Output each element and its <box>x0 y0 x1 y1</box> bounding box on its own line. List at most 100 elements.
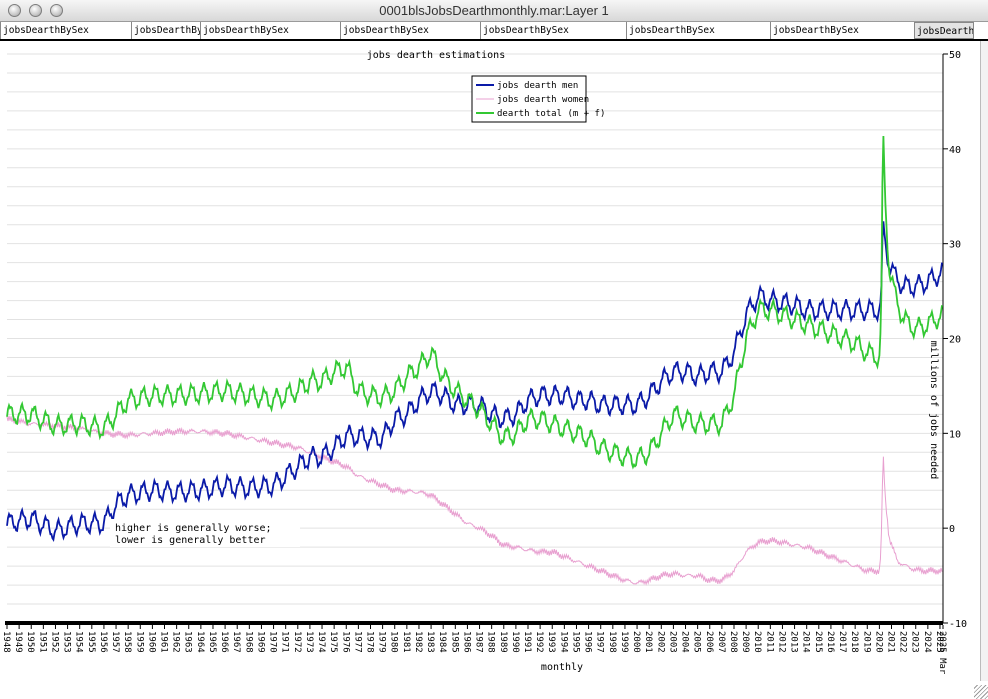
x-tick-label: 1961 <box>159 631 169 653</box>
annotation-line-1: higher is generally worse; <box>115 523 272 534</box>
x-tick-label: 1956 <box>98 631 108 653</box>
x-tick-label: 1971 <box>280 631 290 653</box>
x-tick-label: 1968 <box>243 631 253 653</box>
x-tick-label: 2005 <box>692 631 702 653</box>
x-tick-label: 1986 <box>461 631 471 653</box>
x-axis-line <box>5 621 943 625</box>
x-tick-label: 2006 <box>704 631 714 653</box>
x-tick-label: 1973 <box>304 631 314 653</box>
chart-legend: jobs dearth men jobs dearth women dearth t… <box>471 75 605 123</box>
y-tick-label: 40 <box>949 145 961 156</box>
window-titlebar: 0001blsJobsDearthmonthly.mar:Layer 1 <box>0 0 988 22</box>
x-tick-label: 1958 <box>122 631 132 653</box>
legend-entry: jobs dearth women <box>497 95 589 105</box>
y-tick-label: 30 <box>949 240 961 251</box>
x-tick-label: 1987 <box>474 631 484 653</box>
annotation-background <box>110 519 300 547</box>
x-tick-label: 2004 <box>680 631 690 653</box>
x-tick-label: 1975 <box>328 631 338 653</box>
x-tick-label: 2013 <box>789 631 799 653</box>
x-tick-label: 1991 <box>522 631 532 653</box>
x-tick-label: 2015 <box>813 631 823 653</box>
x-tick-label: 1949 <box>13 631 23 653</box>
chart-series <box>6 135 943 586</box>
x-tick-label: 2016 <box>825 631 835 653</box>
x-tick-label: 2025 Mar <box>937 631 947 675</box>
x-tick-label: 2002 <box>655 631 665 653</box>
annotation: higher is generally worse; lower is gene… <box>110 519 300 547</box>
x-tick-label: 2024 <box>922 631 932 653</box>
x-axis-label: monthly <box>541 662 583 673</box>
legend-entry: jobs dearth men <box>497 81 578 91</box>
y-axis-label: millions of jobs needed <box>928 341 939 479</box>
tab-jobs-dearth-by-sex-5[interactable]: jobsDearthBySex <box>626 22 770 39</box>
x-tick-label: 1997 <box>595 631 605 653</box>
tab-bar: jobsDearthBySex jobsDearthBy jobsDearthB… <box>0 22 988 41</box>
x-tick-label: 2014 <box>801 631 811 653</box>
x-tick-label: 1985 <box>449 631 459 653</box>
zoom-window-button[interactable] <box>50 4 63 17</box>
x-tick-label: 1994 <box>558 631 568 653</box>
tab-jobs-dearth-by[interactable]: jobsDearthBy <box>131 22 200 39</box>
minimize-window-button[interactable] <box>29 4 42 17</box>
x-tick-label: 1988 <box>486 631 496 653</box>
x-tick-label: 2008 <box>728 631 738 653</box>
vertical-scrollbar[interactable] <box>980 41 988 681</box>
tab-jobs-dearth-by-sex-1[interactable]: jobsDearthBySex <box>0 22 131 39</box>
x-tick-label: 1967 <box>231 631 241 653</box>
x-tick-label: 1951 <box>37 631 47 653</box>
x-tick-label: 2019 <box>861 631 871 653</box>
window-title: 0001blsJobsDearthmonthly.mar:Layer 1 <box>379 3 609 18</box>
tab-jobs-dearth-b-active[interactable]: jobsDearthB <box>914 22 974 39</box>
y-tick-label: 10 <box>949 429 961 440</box>
annotation-line-2: lower is generally better <box>115 535 266 546</box>
tab-jobs-dearth-by-sex-2[interactable]: jobsDearthBySex <box>200 22 340 39</box>
x-tick-label: 2018 <box>849 631 859 653</box>
x-tick-label: 2010 <box>752 631 762 653</box>
y-tick-label: 50 <box>949 50 961 61</box>
x-tick-label: 2000 <box>631 631 641 653</box>
x-tick-label: 1979 <box>377 631 387 653</box>
chart-grid <box>7 53 943 624</box>
series-line-men <box>6 221 943 542</box>
x-tick-label: 1950 <box>25 631 35 653</box>
tab-jobs-dearth-by-sex-3[interactable]: jobsDearthBySex <box>340 22 480 39</box>
series-line-women <box>6 415 943 586</box>
x-tick-label: 1953 <box>62 631 72 653</box>
y-tick-label: 0 <box>949 524 955 535</box>
x-tick-label: 1948 <box>1 631 11 653</box>
x-tick-label: 2001 <box>643 631 653 653</box>
x-tick-label: 2021 <box>886 631 896 653</box>
close-window-button[interactable] <box>8 4 21 17</box>
x-tick-label: 1992 <box>534 631 544 653</box>
tab-jobs-dearth-by-sex-4[interactable]: jobsDearthBySex <box>480 22 626 39</box>
x-tick-label: 2007 <box>716 631 726 653</box>
x-tick-label: 1972 <box>292 631 302 653</box>
x-tick-label: 2017 <box>837 631 847 653</box>
x-tick-label: 1993 <box>546 631 556 653</box>
x-tick-label: 1980 <box>389 631 399 653</box>
tab-jobs-dearth-by-sex-6[interactable]: jobsDearthBySex <box>770 22 914 39</box>
resize-handle[interactable] <box>974 685 988 699</box>
chart-title: jobs dearth estimations <box>367 50 505 61</box>
x-tick-label: 1974 <box>316 631 326 653</box>
series-line-total <box>6 135 943 470</box>
x-tick-label: 2012 <box>776 631 786 653</box>
x-tick-label: 2023 <box>910 631 920 653</box>
x-tick-label: 2022 <box>898 631 908 653</box>
x-tick-label: 1962 <box>171 631 181 653</box>
x-tick-label: 1954 <box>74 631 84 653</box>
x-tick-label: 1977 <box>352 631 362 653</box>
x-tick-label: 1966 <box>219 631 229 653</box>
x-tick-label: 2009 <box>740 631 750 653</box>
x-tick-label: 1990 <box>510 631 520 653</box>
legend-entry: dearth total (m + f) <box>497 109 605 119</box>
x-tick-label: 1969 <box>255 631 265 653</box>
x-tick-label: 1983 <box>425 631 435 653</box>
x-tick-label: 1999 <box>619 631 629 653</box>
x-tick-label: 1963 <box>183 631 193 653</box>
x-tick-label: 1978 <box>364 631 374 653</box>
x-tick-label: 1976 <box>340 631 350 653</box>
